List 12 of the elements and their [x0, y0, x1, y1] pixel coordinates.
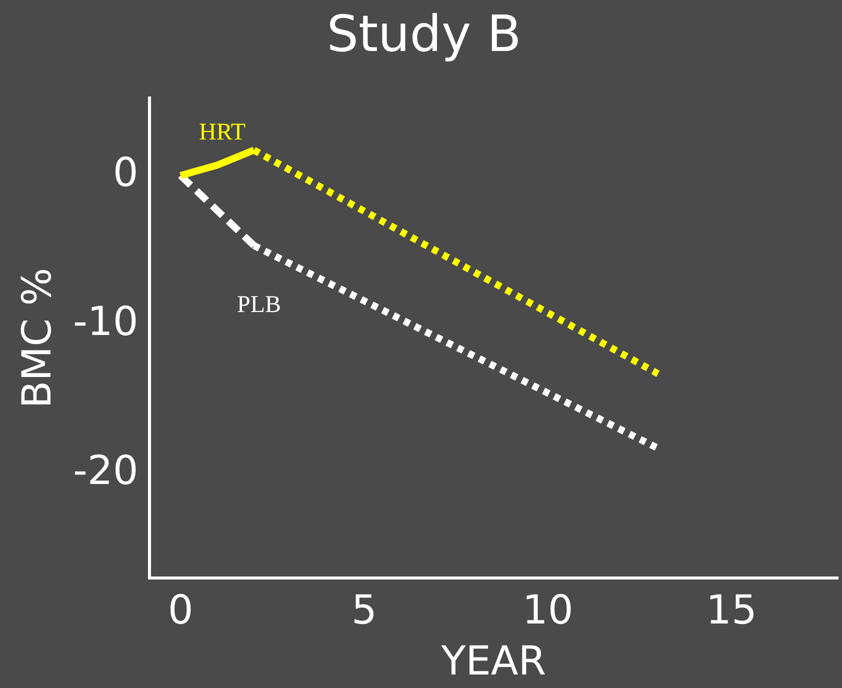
y-tick-label: -20: [72, 448, 138, 494]
x-tick-label: 0: [168, 587, 194, 634]
y-axis-title: BMC %: [14, 268, 60, 408]
chart-title: Study B: [326, 4, 522, 63]
y-tick-label: 0: [112, 150, 138, 196]
x-tick-label: 15: [706, 587, 757, 634]
series-label: PLB: [237, 292, 282, 318]
x-tick-label: 5: [351, 587, 377, 634]
x-axis-title: YEAR: [440, 638, 546, 684]
y-tick-label: -10: [72, 298, 138, 345]
x-tick-label: 10: [522, 587, 574, 634]
series-label: HRT: [199, 119, 246, 146]
